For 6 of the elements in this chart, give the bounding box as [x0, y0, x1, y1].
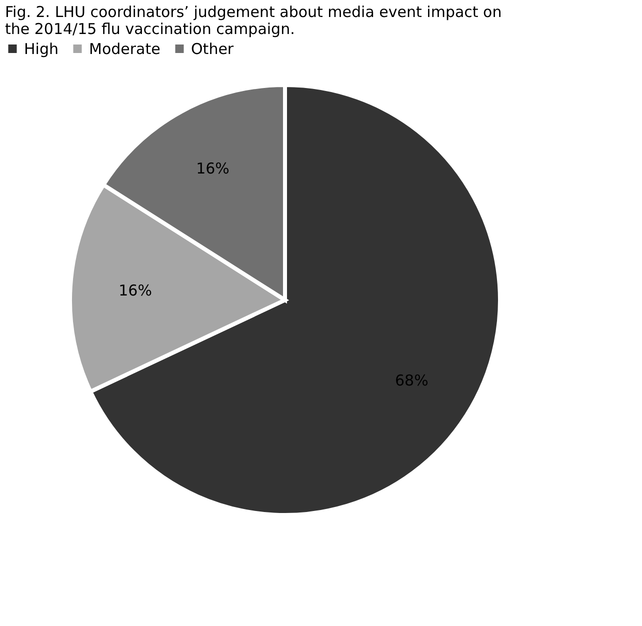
data-label: 16%	[118, 282, 152, 300]
legend-label: High	[24, 40, 58, 58]
chart-title: Fig. 2. LHU coordinators’ judgement about media event impact on the 2014/15 flu vaccination campaign.	[5, 3, 502, 38]
legend-label: Other	[191, 40, 234, 58]
legend-label: Moderate	[89, 40, 160, 58]
data-label: 16%	[196, 160, 230, 178]
